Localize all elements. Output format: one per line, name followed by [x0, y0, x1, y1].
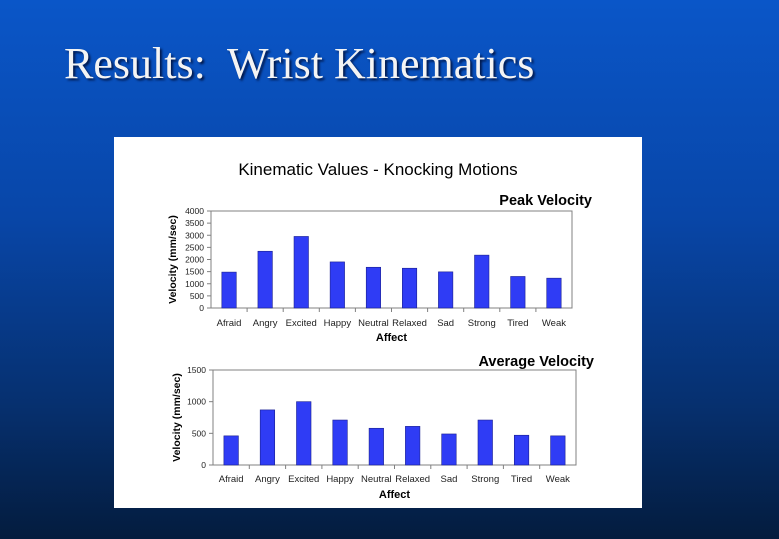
x-tick-label: Happy: [326, 474, 354, 485]
slide-title: Results: Wrist Kinematics: [64, 39, 535, 88]
x-tick-label: Relaxed: [392, 318, 427, 329]
x-tick-label: Neutral: [361, 474, 392, 485]
bar-angry: [257, 250, 273, 309]
y-tick-label: 0: [201, 460, 206, 470]
y-tick-label: 0: [199, 303, 204, 313]
x-tick-label: Tired: [507, 318, 528, 329]
bar-strong: [477, 419, 493, 466]
bar-sad: [441, 433, 457, 466]
x-tick-label: Afraid: [217, 318, 242, 329]
y-tick-label: 500: [190, 291, 204, 301]
bar-weak: [550, 435, 566, 466]
x-tick-label: Tired: [511, 474, 532, 485]
y-tick-label: 4000: [185, 206, 204, 216]
x-axis-label: Affect: [379, 489, 411, 501]
bar-happy: [332, 419, 348, 466]
x-tick-label: Weak: [542, 318, 566, 329]
average-velocity-chart: Average Velocity 0 500 1000 1500 Velocity (mm…: [171, 354, 594, 501]
y-axis-label: Velocity (mm/sec): [167, 215, 179, 304]
x-tick-label: Angry: [253, 318, 278, 329]
bar-tired: [513, 434, 530, 466]
bar-afraid: [223, 435, 239, 466]
kinematics-chart: Kinematic Values - Knocking Motions Peak…: [167, 160, 594, 501]
chart-title: Average Velocity: [478, 354, 594, 370]
y-tick-label: 1000: [185, 279, 204, 289]
y-tick-label: 1000: [187, 397, 206, 407]
y-tick-label: 1500: [187, 365, 206, 375]
chart-panel: Kinematic Values - Knocking Motions Peak…: [114, 137, 642, 508]
bar-excited: [296, 401, 312, 466]
y-tick-label: 3500: [185, 218, 204, 228]
x-tick-label: Excited: [286, 318, 317, 329]
x-tick-label: Sad: [437, 318, 454, 329]
x-tick-label: Weak: [546, 474, 570, 485]
x-tick-label: Angry: [255, 474, 280, 485]
bar-angry: [259, 409, 276, 466]
x-tick-label: Relaxed: [395, 474, 430, 485]
y-tick-label: 3000: [185, 230, 204, 240]
y-axis-label: Velocity (mm/sec): [171, 373, 183, 462]
bar-excited: [293, 236, 309, 309]
x-tick-label: Happy: [324, 318, 352, 329]
chart-title: Peak Velocity: [499, 193, 592, 209]
x-tick-label: Sad: [440, 474, 457, 485]
x-tick-label: Afraid: [219, 474, 244, 485]
bar-neutral: [365, 266, 381, 309]
x-tick-label: Strong: [468, 318, 496, 329]
bar-relaxed: [405, 426, 421, 466]
bar-strong: [474, 254, 490, 309]
x-tick-label: Strong: [471, 474, 499, 485]
bar-relaxed: [402, 267, 418, 309]
x-tick-label: Excited: [288, 474, 319, 485]
bar-weak: [546, 277, 562, 309]
bar-neutral: [368, 427, 384, 466]
y-tick-label: 2000: [185, 255, 204, 265]
y-tick-label: 2500: [185, 242, 204, 252]
bar-afraid: [221, 271, 237, 309]
x-tick-label: Neutral: [358, 318, 389, 329]
y-tick-label: 1500: [185, 267, 204, 277]
bar-tired: [510, 276, 526, 309]
bar-sad: [438, 271, 454, 309]
peak-velocity-chart: Peak Velocity 0 500 1000 1500 2000 2500 3000 350…: [167, 193, 592, 344]
x-axis-label: Affect: [376, 332, 408, 344]
figure-title: Kinematic Values - Knocking Motions: [238, 160, 517, 179]
y-tick-label: 500: [192, 428, 206, 438]
bar-happy: [329, 261, 345, 309]
